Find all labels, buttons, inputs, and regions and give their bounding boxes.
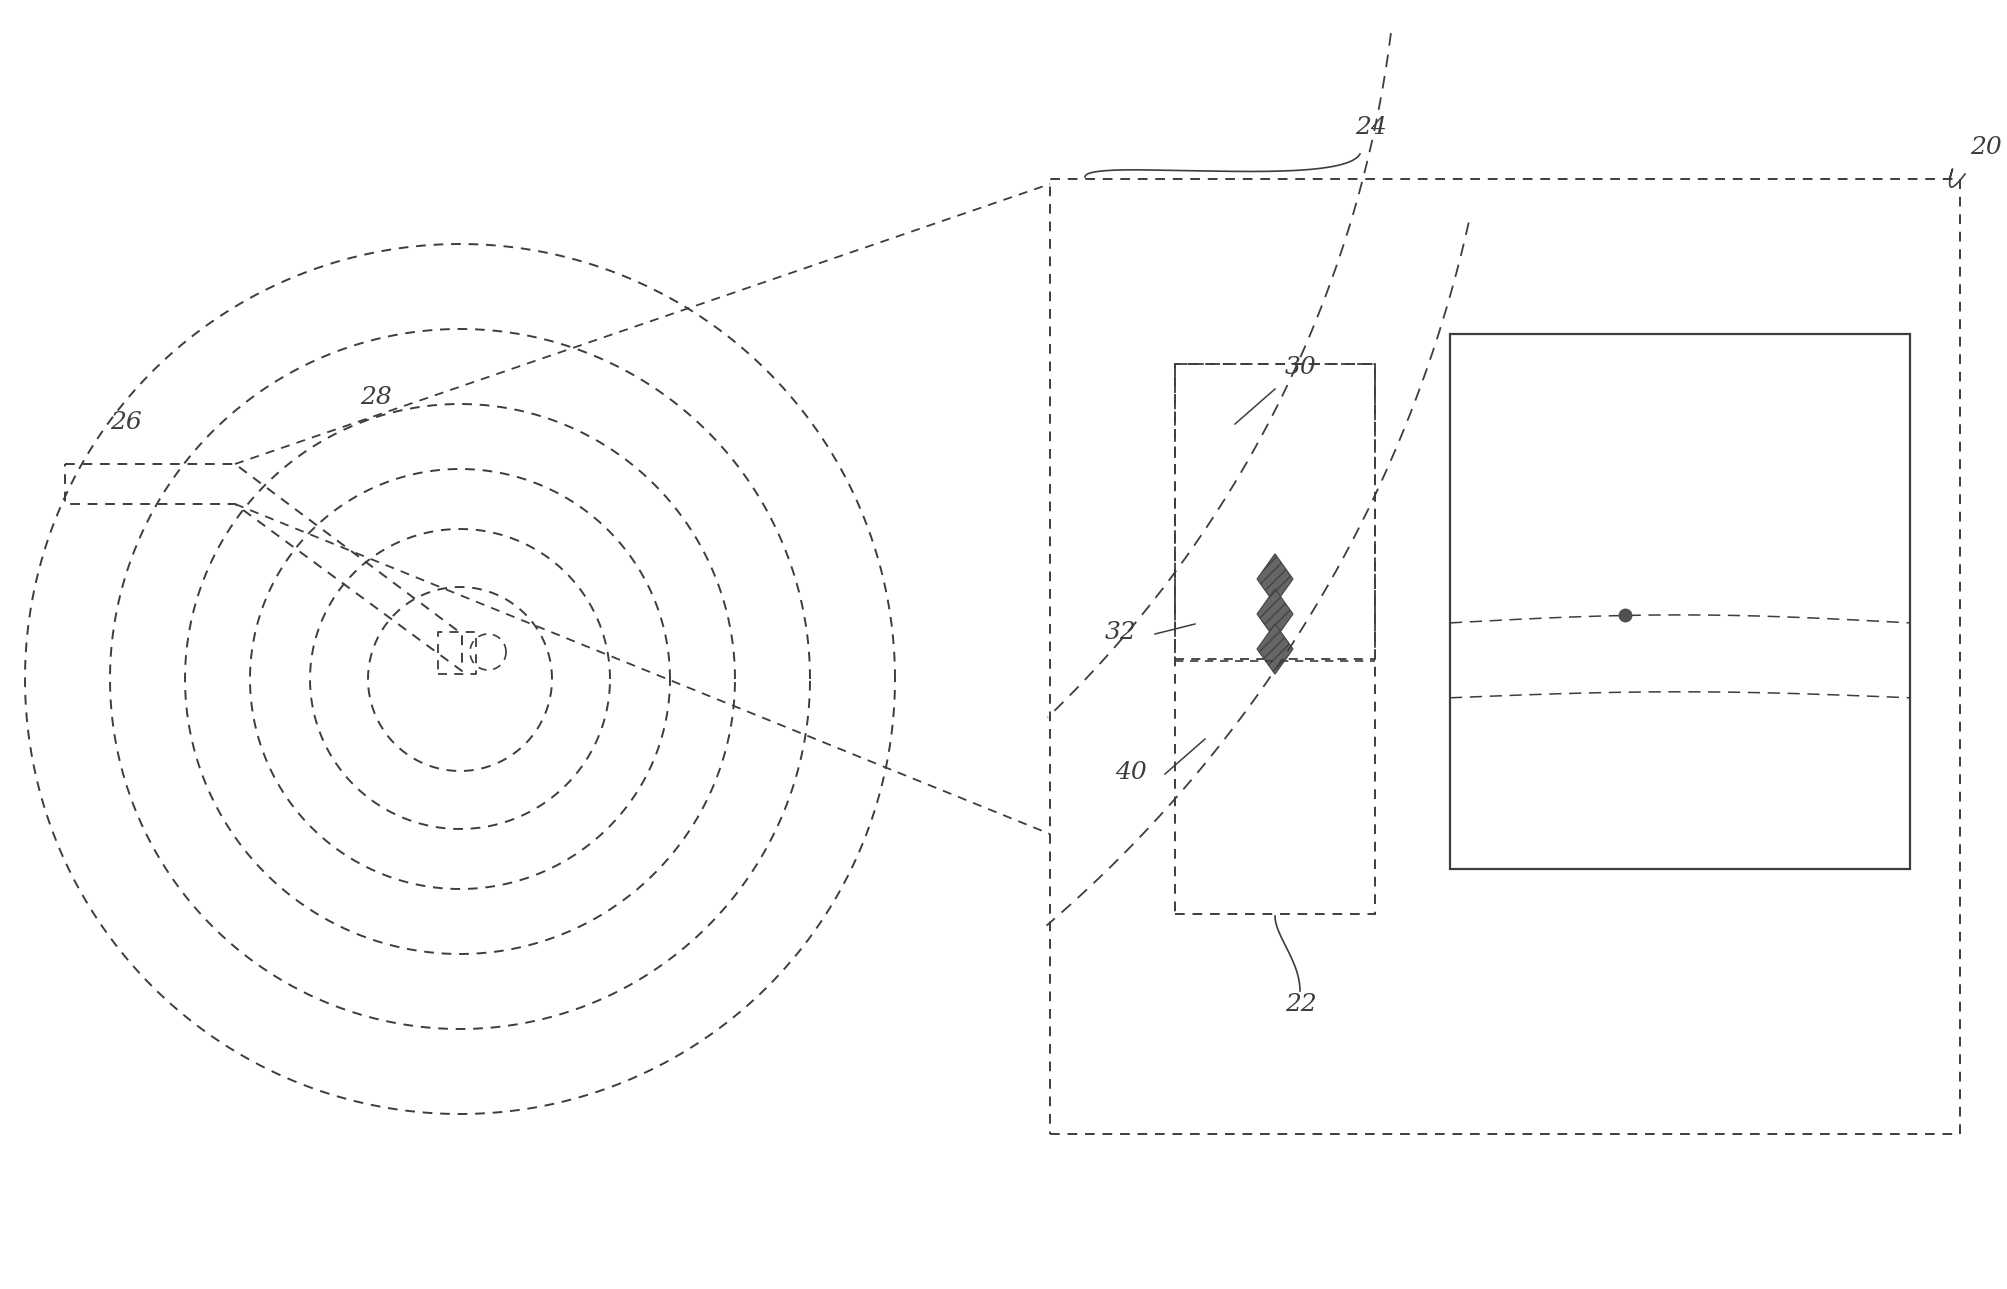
Bar bbox=[1449, 334, 1909, 869]
Polygon shape bbox=[1256, 589, 1293, 639]
Bar bbox=[1174, 363, 1375, 914]
Text: 22: 22 bbox=[1284, 993, 1317, 1016]
Polygon shape bbox=[1256, 624, 1293, 674]
Text: 24: 24 bbox=[1355, 116, 1387, 139]
Bar bbox=[1050, 179, 1959, 1134]
Text: 28: 28 bbox=[359, 385, 391, 409]
Text: 20: 20 bbox=[1969, 137, 2001, 159]
Text: 40: 40 bbox=[1114, 761, 1146, 784]
Bar bbox=[1174, 363, 1375, 659]
Polygon shape bbox=[1256, 554, 1293, 605]
Text: 32: 32 bbox=[1104, 621, 1136, 644]
Text: 26: 26 bbox=[110, 411, 142, 434]
Text: 30: 30 bbox=[1284, 356, 1317, 379]
